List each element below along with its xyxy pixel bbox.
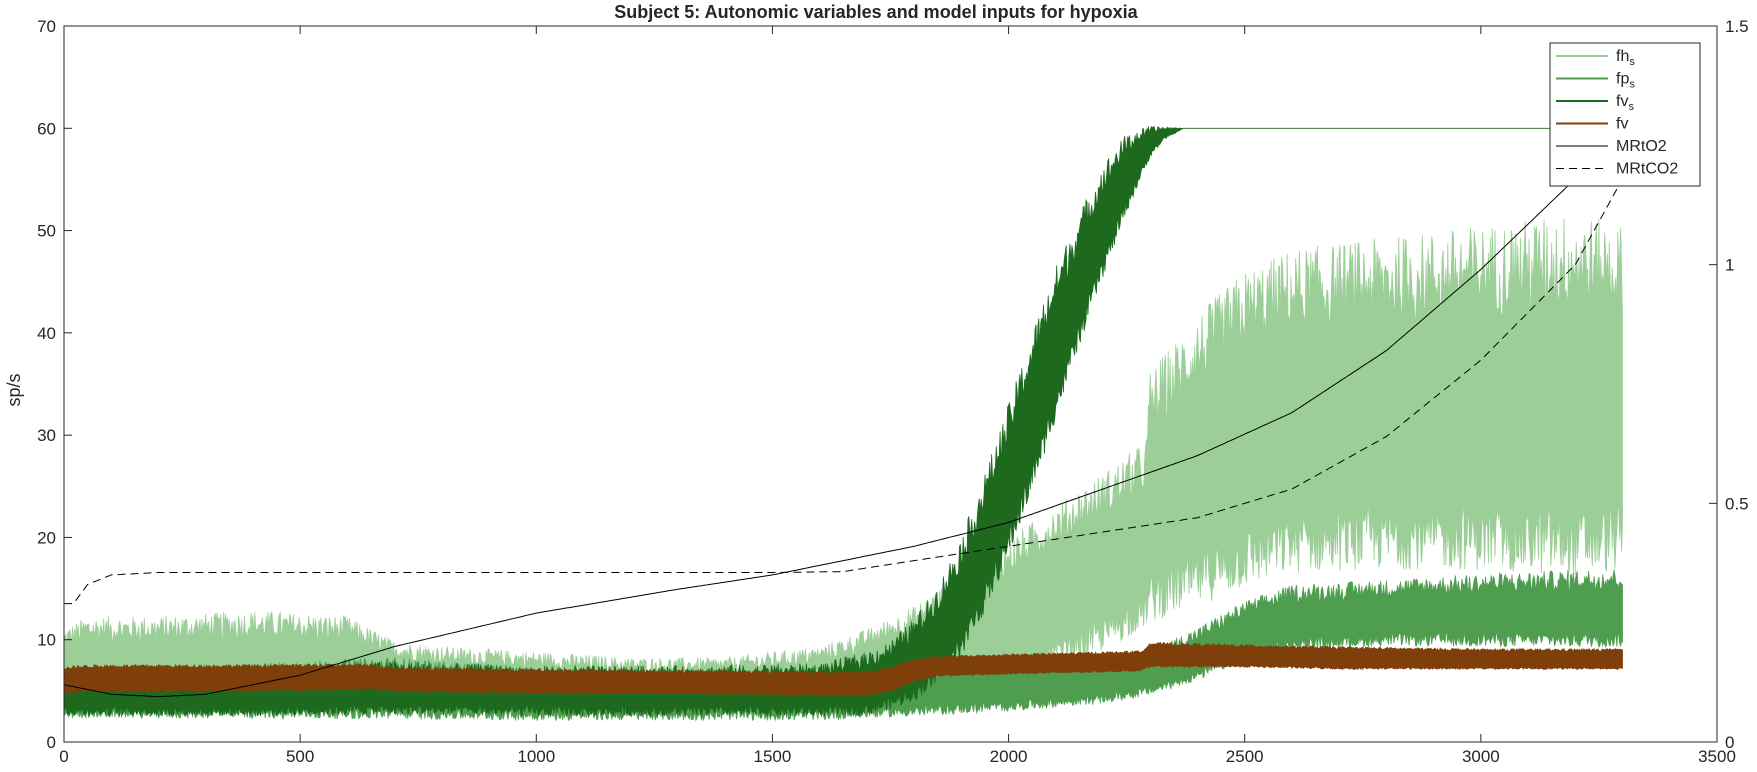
y-tick-label: 40 — [37, 324, 56, 343]
y2-tick-label: 1.5 — [1725, 17, 1749, 36]
lines-layer — [64, 130, 1623, 698]
legend-label-main: fv — [1616, 93, 1628, 110]
y-tick-label: 0 — [47, 733, 56, 752]
legend-label-main: MRtCO2 — [1616, 161, 1678, 178]
x-tick-label: 500 — [286, 747, 314, 766]
legend-label-subscript: s — [1629, 56, 1635, 68]
legend-label: fvs — [1616, 93, 1634, 113]
y-tick-label: 10 — [37, 631, 56, 650]
x-tick-label: 3000 — [1462, 747, 1500, 766]
axes-layer: 0 500 1000 1500 2000 2500 3000 3500010203040506… — [37, 17, 1749, 766]
legend-label-main: MRtO2 — [1616, 138, 1667, 155]
series-line-mrto2 — [64, 130, 1623, 698]
legend-box — [1549, 42, 1701, 187]
y2-tick-label: 1 — [1725, 256, 1734, 275]
legend-label-main: fp — [1616, 71, 1629, 88]
x-tick-label: 1500 — [754, 747, 792, 766]
plot-frame — [63, 25, 1718, 743]
legend-label-subscript: s — [1628, 101, 1634, 113]
chart-title: Subject 5: Autonomic variables and model… — [614, 2, 1138, 22]
y-tick-label: 20 — [37, 528, 56, 547]
series-band-4 — [64, 641, 1623, 697]
y-axis-label: sp/s — [4, 373, 24, 406]
x-tick-label: 3500 — [1698, 747, 1736, 766]
x-tick-label: 1000 — [517, 747, 555, 766]
legend-label: MRtCO2 — [1616, 161, 1678, 178]
series-line-mrtco2 — [64, 178, 1623, 605]
y-tick-label: 50 — [37, 222, 56, 241]
legend-label: fv — [1616, 116, 1628, 133]
x-tick-label: 2000 — [990, 747, 1028, 766]
y2-tick-label: 0 — [1725, 733, 1734, 752]
legend-label-main: fv — [1616, 116, 1628, 133]
legend-label: fps — [1616, 71, 1635, 91]
y-tick-label: 30 — [37, 426, 56, 445]
legend-label: MRtO2 — [1616, 138, 1667, 155]
legend-label: fhs — [1616, 48, 1635, 68]
x-tick-label: 2500 — [1226, 747, 1264, 766]
legend-label-subscript: s — [1629, 79, 1635, 91]
y-tick-label: 70 — [37, 17, 56, 36]
y-tick-label: 60 — [37, 119, 56, 138]
x-tick-label: 0 — [59, 747, 68, 766]
y2-tick-label: 0.5 — [1725, 494, 1749, 513]
legend-label-main: fh — [1616, 48, 1629, 65]
